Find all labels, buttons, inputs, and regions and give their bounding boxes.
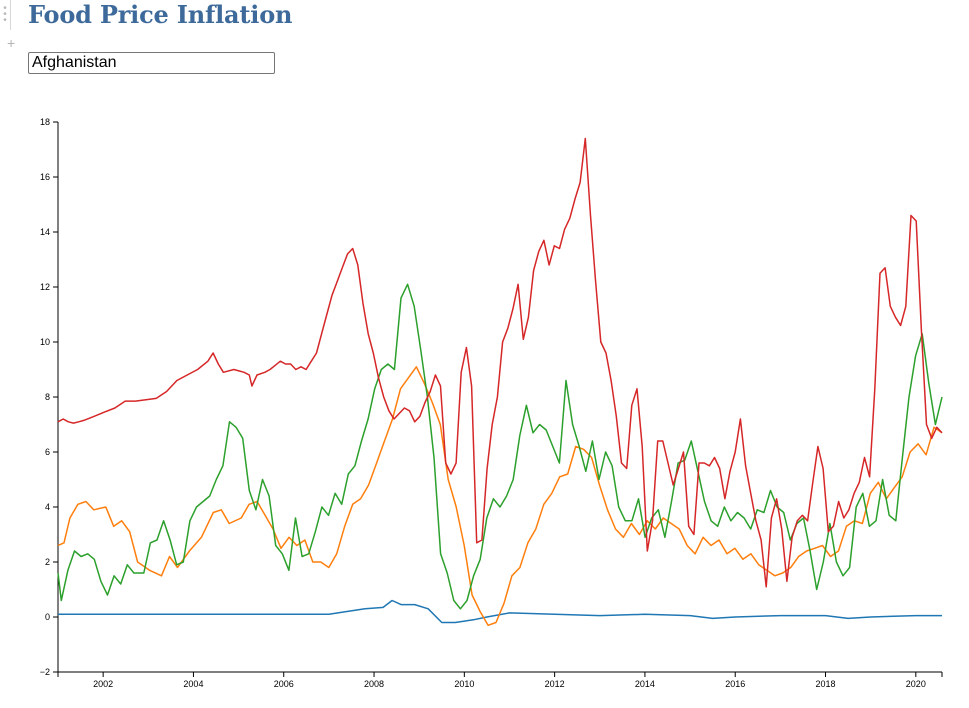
x-tick: 2006 — [274, 672, 294, 689]
x-tick: 2018 — [816, 672, 836, 689]
cell-gutter-divider — [10, 0, 11, 30]
y-tick-label: 4 — [45, 502, 50, 512]
x-tick: 2014 — [635, 672, 655, 689]
x-tick: 2004 — [183, 672, 203, 689]
x-tick: 2012 — [545, 672, 565, 689]
x-tick-label: 2012 — [545, 679, 565, 689]
drag-handle-icon[interactable]: • • • — [3, 3, 7, 26]
x-tick-label: 2008 — [364, 679, 384, 689]
y-tick-label: 2 — [45, 557, 50, 567]
y-tick-label: 6 — [45, 447, 50, 457]
y-tick: 0 — [45, 612, 58, 622]
series-line-3 — [57, 283, 943, 610]
y-tick: 14 — [40, 227, 58, 237]
y-tick-label: −2 — [40, 667, 50, 677]
add-cell-icon[interactable]: + — [7, 35, 16, 51]
y-tick-label: 18 — [40, 117, 50, 127]
y-tick: 16 — [40, 172, 58, 182]
x-tick-label: 2016 — [725, 679, 745, 689]
y-tick-label: 10 — [40, 337, 50, 347]
y-tick-label: 12 — [40, 282, 50, 292]
x-tick-label: 2010 — [454, 679, 474, 689]
x-tick-label: 2004 — [183, 679, 203, 689]
y-tick: 8 — [45, 392, 58, 402]
y-tick-label: 0 — [45, 612, 50, 622]
y-tick-label: 14 — [40, 227, 50, 237]
y-tick: 4 — [45, 502, 58, 512]
y-tick-label: 16 — [40, 172, 50, 182]
y-tick: 2 — [45, 557, 58, 567]
y-axis: −2 0 2 4 6 8 10 12 14 16 18 — [40, 117, 59, 677]
x-tick: 2010 — [454, 672, 474, 689]
x-tick-label: 2014 — [635, 679, 655, 689]
series-line-1 — [58, 599, 942, 624]
x-tick: 2008 — [364, 672, 384, 689]
series-layer — [57, 137, 943, 627]
series-line-4 — [57, 137, 943, 588]
y-tick-label: 8 — [45, 392, 50, 402]
page-title: Food Price Inflation — [28, 0, 293, 29]
x-tick: 2020 — [906, 672, 926, 689]
x-tick: 2016 — [725, 672, 745, 689]
y-tick: 18 — [40, 117, 58, 127]
x-tick-label: 2020 — [906, 679, 926, 689]
x-tick-label: 2018 — [816, 679, 836, 689]
x-tick-label: 2006 — [274, 679, 294, 689]
series-line-2 — [57, 366, 943, 627]
y-tick: −2 — [40, 667, 58, 677]
x-tick: 2002 — [93, 672, 113, 689]
y-tick: 12 — [40, 282, 58, 292]
y-tick: 6 — [45, 447, 58, 457]
x-axis: 2002 2004 2006 2008 2010 2012 2014 2016 2018 2020 — [57, 671, 943, 689]
y-tick: 10 — [40, 337, 58, 347]
x-tick-label: 2002 — [93, 679, 113, 689]
country-input[interactable] — [28, 52, 275, 74]
